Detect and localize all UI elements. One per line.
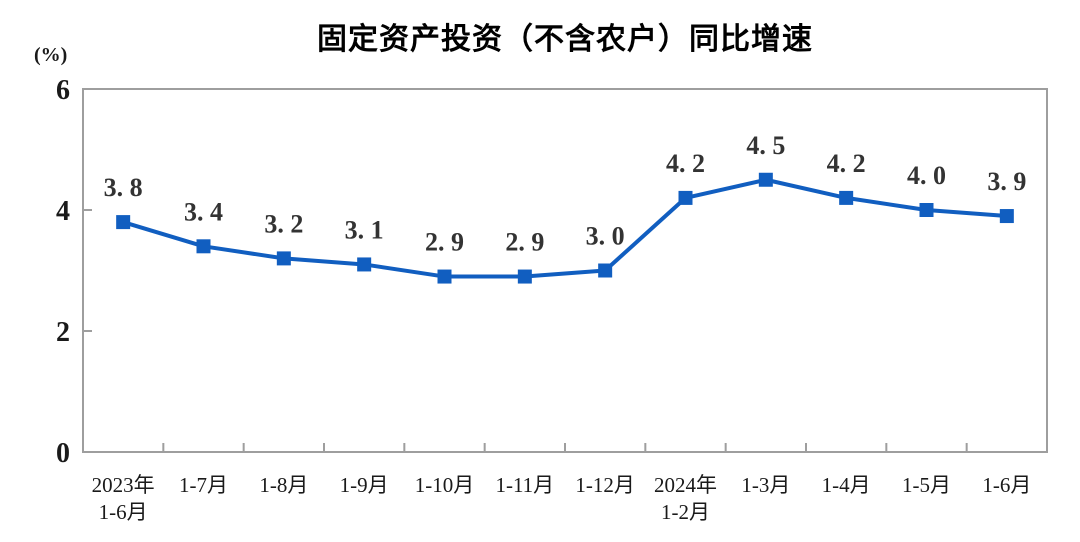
data-point-marker (598, 263, 613, 278)
data-point-label: 3. 0 (586, 222, 625, 251)
data-point-marker (678, 190, 693, 205)
data-point-label: 3. 8 (104, 173, 143, 202)
data-point-marker (919, 203, 934, 217)
data-point-marker (517, 269, 532, 284)
data-point-label: 4. 0 (907, 161, 946, 190)
x-tick-label: 1-11月 (495, 473, 554, 497)
x-tick-label: 1-5月 (902, 473, 951, 497)
plot-frame (82, 88, 1048, 453)
x-tick-label: 1-9月 (340, 473, 389, 497)
data-point-marker (196, 239, 211, 254)
data-point-label: 2. 9 (505, 228, 544, 257)
y-tick-label: 2 (56, 317, 70, 348)
y-axis-unit-label: (%) (34, 44, 68, 66)
x-tick-label: 1-2月 (661, 500, 710, 524)
data-point-marker (999, 209, 1014, 224)
data-point-marker (116, 215, 131, 230)
data-point-marker (357, 257, 372, 272)
data-point-marker (276, 251, 291, 266)
data-point-label: 3. 1 (345, 215, 384, 244)
x-tick-label: 1-4月 (822, 473, 871, 497)
data-point-label: 3. 9 (987, 167, 1026, 196)
data-point-marker (839, 190, 854, 205)
x-tick-label: 1-3月 (741, 473, 790, 497)
x-tick-label: 1-7月 (179, 473, 228, 497)
x-tick-label: 1-12月 (575, 473, 635, 497)
x-tick-label: 2024年 (654, 473, 717, 497)
data-point-label: 3. 4 (184, 197, 223, 226)
data-point-label: 2. 9 (425, 228, 464, 257)
x-tick-label: 1-10月 (415, 473, 475, 497)
y-tick-label: 4 (56, 196, 70, 227)
data-point-marker (437, 269, 452, 284)
data-point-marker (758, 172, 773, 187)
x-tick-label: 1-6月 (982, 473, 1031, 497)
y-tick-label: 6 (56, 75, 70, 106)
x-tick-label: 1-6月 (99, 500, 148, 524)
data-point-label: 4. 2 (666, 149, 705, 178)
data-point-label: 3. 2 (264, 209, 303, 238)
data-point-label: 4. 2 (827, 149, 866, 178)
data-point-label: 4. 5 (746, 131, 785, 160)
x-tick-label: 1-8月 (259, 473, 308, 497)
chart-title: 固定资产投资（不含农户）同比增速 (317, 23, 813, 56)
x-tick-label: 2023年 (92, 473, 155, 497)
data-line (121, 177, 1009, 279)
y-tick-label: 0 (56, 438, 70, 469)
